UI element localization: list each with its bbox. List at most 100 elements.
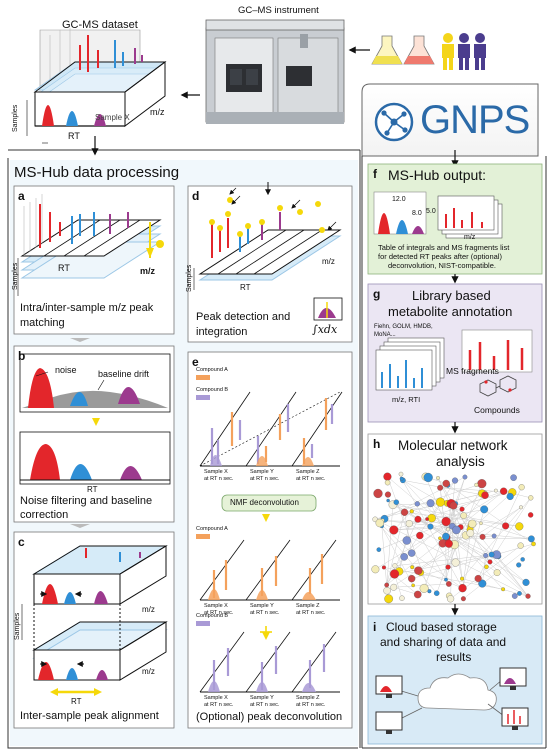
network-node xyxy=(491,533,497,539)
network-node xyxy=(442,479,450,488)
sample-z-name-3: Sample Z xyxy=(296,695,320,701)
panel-g-title-2: metabolite annotation xyxy=(388,304,513,319)
network-node xyxy=(436,476,440,480)
network-edge xyxy=(401,478,463,589)
panel-d-caption-2: integration xyxy=(196,326,248,338)
network-node xyxy=(484,564,489,570)
sample-y-name-1: Sample Y xyxy=(250,469,274,475)
network-node xyxy=(478,579,487,588)
network-node xyxy=(389,569,400,579)
integral-label: ∫xdx xyxy=(312,323,338,336)
sample-x-at-1: at RT n sec. xyxy=(204,476,234,482)
gnps-network-icon xyxy=(374,102,414,142)
dataset-stack xyxy=(26,28,167,144)
network-node xyxy=(519,505,523,510)
network-node xyxy=(384,594,394,604)
network-node xyxy=(493,488,498,493)
sample-y-name-2: Sample Y xyxy=(250,603,274,609)
network-node xyxy=(414,515,422,523)
network-edge xyxy=(496,554,529,597)
cloud-sharing-graphic xyxy=(375,667,529,734)
panel-c-mz-label-1: m/z xyxy=(142,605,155,614)
panel-f-desc-1: Table of integrals and MS fragments list xyxy=(378,243,510,252)
ms-hub-title: MS-Hub data processing xyxy=(14,164,180,181)
compound-b-label: Compound B xyxy=(196,387,229,393)
network-node xyxy=(449,501,458,510)
network-node xyxy=(445,527,450,532)
panel-d-mz-label: m/z xyxy=(322,257,335,266)
network-node xyxy=(408,549,416,557)
network-node xyxy=(435,497,445,507)
network-edge xyxy=(379,522,412,554)
library-names-1: Fiehn, GOLM, HMDB, xyxy=(374,324,433,330)
network-node xyxy=(444,577,448,582)
network-node xyxy=(408,575,416,583)
network-edge xyxy=(477,487,522,579)
network-node xyxy=(525,593,531,599)
network-edge xyxy=(402,480,486,496)
panel-g-graphic xyxy=(375,329,533,397)
network-node xyxy=(384,582,389,588)
network-node xyxy=(466,529,475,537)
network-node xyxy=(487,559,493,565)
panel-c-samples-label: Samples xyxy=(14,612,21,640)
network-edge xyxy=(470,532,529,597)
panel-f-mz-label: m/z xyxy=(464,234,476,241)
network-node xyxy=(480,505,489,514)
panel-g-letter: g xyxy=(373,287,381,301)
molecular-network-graphic xyxy=(371,471,536,604)
network-node xyxy=(419,583,429,593)
sample-x-at-3: at RT n sec. xyxy=(204,702,234,708)
network-edge xyxy=(439,487,447,537)
panel-c-caption: Inter-sample peak alignment xyxy=(20,710,159,722)
network-node xyxy=(410,565,415,570)
network-node xyxy=(383,472,392,481)
network-edge xyxy=(445,527,461,580)
sample-x-label: Sample X xyxy=(95,113,130,122)
network-node xyxy=(481,491,489,499)
panel-i-title-3: results xyxy=(436,650,472,664)
network-node xyxy=(515,522,524,531)
network-node xyxy=(427,589,432,594)
compound-b-label-2: Compound B xyxy=(196,613,229,619)
network-edge xyxy=(411,552,463,589)
network-node xyxy=(441,516,451,527)
panel-b-caption-2: correction xyxy=(20,509,69,521)
panel-d-rt-label: RT xyxy=(240,283,251,292)
network-node xyxy=(400,553,408,561)
panel-i-title-1: Cloud based storage xyxy=(386,620,497,634)
network-node xyxy=(445,564,451,570)
network-node xyxy=(399,476,404,481)
network-node xyxy=(474,482,479,487)
sample-x-at-2: at RT n sec. xyxy=(204,610,234,616)
panel-f-graphic xyxy=(373,191,503,239)
network-node xyxy=(392,563,398,569)
network-edge xyxy=(447,483,483,568)
network-node xyxy=(446,595,455,603)
network-node xyxy=(423,472,433,483)
network-node xyxy=(510,474,517,481)
panel-e-graphic xyxy=(196,375,343,693)
panel-f-desc-3: deconvolution, NIST-compatible. xyxy=(388,261,496,270)
network-node xyxy=(376,547,382,552)
instrument-label: GC–MS instrument xyxy=(238,5,319,16)
network-node xyxy=(384,479,391,486)
network-edge xyxy=(418,507,522,571)
network-node xyxy=(383,586,391,595)
network-edge xyxy=(423,476,466,589)
panel-d-samples-label: Samples xyxy=(186,264,193,292)
sample-z-name-1: Sample Z xyxy=(296,469,320,475)
panel-c-mz-label-2: m/z xyxy=(142,667,155,676)
network-node xyxy=(488,551,495,558)
network-node xyxy=(393,499,400,505)
network-edge xyxy=(392,504,520,527)
network-node xyxy=(426,499,435,508)
panel-f-title: MS-Hub output: xyxy=(388,167,487,183)
panel-a-letter: a xyxy=(18,189,25,203)
network-node xyxy=(375,518,384,528)
sample-y-at-1: at RT n sec. xyxy=(250,476,280,482)
ms-fragments-label: MS fragments xyxy=(446,366,499,376)
panel-b-graphic xyxy=(19,353,171,485)
network-node xyxy=(389,525,399,535)
